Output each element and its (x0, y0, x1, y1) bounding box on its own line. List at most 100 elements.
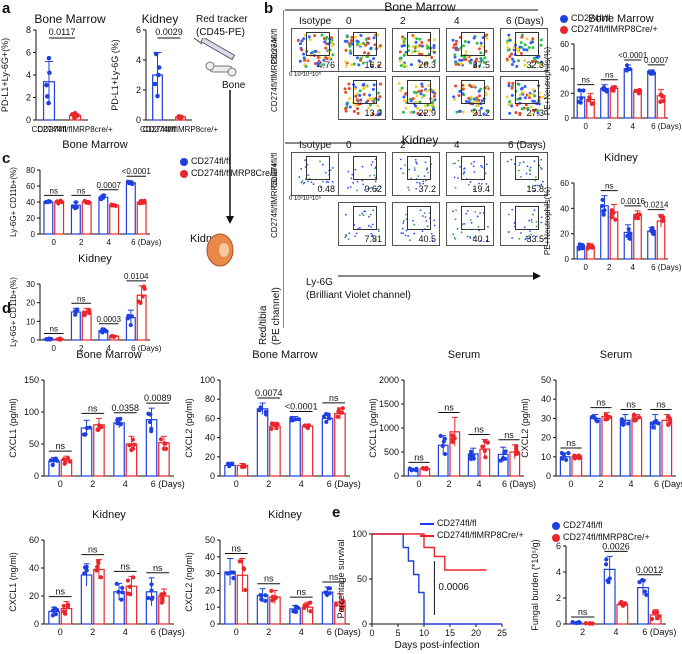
legend-e-ko: CD274fl/flMRP8Cre/+ (552, 532, 650, 542)
x-tick-label: 15 (445, 628, 455, 638)
data-point (607, 576, 612, 581)
event-dot (320, 186, 322, 189)
event-dot (415, 94, 419, 98)
event-dot (468, 97, 472, 101)
event-dot (464, 50, 468, 54)
event-dot (372, 57, 376, 61)
event-dot (453, 236, 456, 239)
event-dot (514, 111, 518, 115)
y-tick-label: 6 (556, 541, 561, 551)
data-point (650, 225, 655, 231)
event-dot (347, 42, 351, 46)
data-point (149, 596, 154, 602)
event-dot (423, 111, 427, 115)
p-value-label: 0.0026 (602, 541, 630, 551)
x-tick-label: 6 (Days) (642, 627, 676, 637)
data-point (655, 421, 661, 426)
x-tick-label: 4 (123, 479, 128, 489)
x-tick-label: 0 (234, 479, 239, 489)
data-point (609, 215, 614, 220)
x-tick-label: 0 (52, 238, 57, 247)
event-dot (465, 212, 468, 215)
flow-plot-kidney: 0.48 (291, 152, 339, 196)
data-point (443, 451, 448, 457)
event-dot (430, 55, 434, 59)
event-dot (320, 33, 324, 37)
chart-title: Bone Marrow (588, 13, 653, 25)
p-value-label: ns (77, 186, 85, 195)
data-point (231, 575, 236, 581)
event-dot (539, 38, 543, 42)
data-point (45, 199, 51, 205)
event-dot (421, 230, 424, 233)
y-tick-label: 20 (26, 214, 35, 223)
chart-title: Serum (448, 349, 480, 361)
chart-title: Bone Marrow (252, 349, 317, 361)
data-point (147, 419, 153, 425)
event-dot (378, 112, 382, 116)
chart-title: Bone Marrow (62, 139, 127, 151)
legend-b-ctrl: CD274fl/fl (560, 13, 611, 23)
data-point (153, 51, 159, 57)
flow-axis-ticks: 0 10³10⁴10⁵ (289, 72, 322, 78)
event-dot (532, 213, 534, 216)
x-tick-label: 2 (446, 479, 451, 489)
event-dot (466, 210, 469, 212)
event-dot (522, 161, 525, 163)
p-value-label: 0.0089 (144, 393, 172, 403)
flow-plot-bm: 37.5 (446, 28, 494, 72)
event-dot (531, 108, 535, 112)
event-dot (329, 169, 332, 172)
event-dot (481, 166, 484, 169)
data-point (46, 336, 52, 341)
event-dot (480, 182, 483, 185)
data-point (308, 609, 313, 614)
y-axis-label: PE+Neutrophils(%) (543, 47, 552, 116)
y-tick-label: 50 (29, 439, 39, 449)
gate-percentage: 40.1 (472, 234, 490, 244)
chart-b_kid: 0 20 40 60 PE+Neutrophils(%) 0 2 ns 4 0.0016 6 (Da… (543, 152, 682, 272)
event-dot (472, 97, 476, 101)
gate-box (353, 32, 377, 56)
event-dot (477, 98, 481, 102)
chart-d_cx2_bm: 0 20 40 60 80 100 CXCL2 (pg/ml) 0 2 0.0074 4 <0.000… (184, 349, 361, 489)
event-dot (529, 105, 533, 109)
p-value-label: ns (566, 438, 576, 448)
data-point (340, 406, 345, 411)
y-tick-label: 40 (205, 552, 215, 562)
event-dot (317, 59, 321, 63)
event-dot (400, 232, 403, 234)
p-value-label: ns (264, 574, 274, 584)
event-dot (518, 45, 522, 49)
chart-d_cx2_kid: 0 10 20 30 40 50 CXCL2 (ng/ml) 0 ns 2 ns 4 ns 6 (Days… (184, 509, 361, 637)
event-dot (480, 99, 484, 103)
event-dot (422, 182, 425, 185)
event-dot (416, 45, 420, 49)
data-point (273, 595, 279, 600)
p-value-label: ns (296, 587, 306, 597)
event-dot (416, 111, 420, 115)
event-dot (454, 84, 458, 88)
p-value-label: <0.0001 (618, 51, 648, 60)
data-point (564, 457, 569, 463)
event-dot (511, 208, 514, 211)
y-axis-label: CXCL2 (pg/ml) (520, 398, 530, 458)
event-dot (371, 87, 375, 91)
event-dot (364, 43, 368, 47)
event-dot (356, 56, 360, 60)
y-tick-label: 0 (546, 471, 551, 481)
data-point (561, 452, 566, 457)
p-value-label: 0.0358 (111, 403, 139, 413)
event-dot (454, 42, 458, 46)
event-dot (356, 107, 360, 111)
event-dot (458, 109, 462, 113)
data-point (483, 455, 488, 460)
event-dot (331, 41, 335, 45)
event-dot (528, 186, 531, 189)
flow-plot-kidney: 9.62 (338, 152, 386, 196)
event-dot (533, 209, 536, 212)
gate-box (407, 206, 431, 230)
event-dot (463, 168, 465, 170)
x-tick-label: 10 (419, 628, 429, 638)
event-dot (362, 183, 364, 186)
